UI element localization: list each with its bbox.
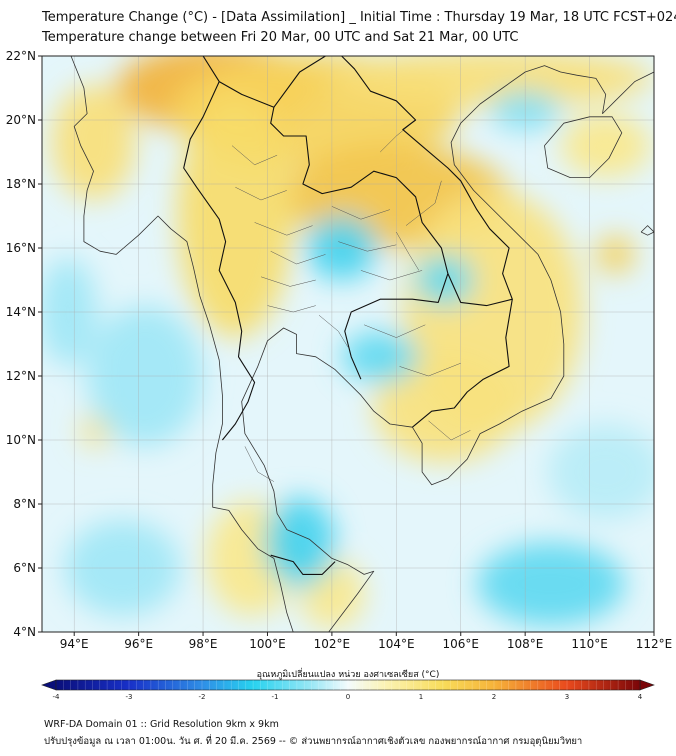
province-boundaries <box>231 119 471 482</box>
colorbar-tick-label: 3 <box>565 693 569 701</box>
field-blob <box>476 542 626 626</box>
lon-tick-label: 106°E <box>442 637 479 651</box>
footer-model-info: WRF-DA Domain 01 :: Grid Resolution 9km … <box>44 719 279 730</box>
coastline <box>241 65 654 632</box>
lat-tick-label: 10°N <box>6 433 36 447</box>
field-blob <box>547 424 654 520</box>
province-line <box>318 315 349 348</box>
map-title: Temperature Change (°C) - [Data Assimila… <box>42 10 676 25</box>
colorbar-tick-label: 1 <box>419 693 423 701</box>
lon-tick-label: 110°E <box>571 637 608 651</box>
province-line <box>260 276 316 287</box>
colorbar-max-arrow <box>639 679 655 691</box>
colorbar-tick-label: -1 <box>272 693 279 701</box>
coastline <box>640 225 654 236</box>
province-line <box>254 222 313 236</box>
colorbar-tick-label: -3 <box>126 693 133 701</box>
field-blob <box>331 56 654 108</box>
province-line <box>244 446 275 482</box>
footer-credit: ปรับปรุงข้อมูล ณ เวลา 01:00น. วัน ศ. ที่… <box>44 736 583 747</box>
lon-tick-label: 104°E <box>378 637 415 651</box>
province-line <box>331 206 390 220</box>
province-line <box>270 250 326 265</box>
field-blob <box>341 331 419 383</box>
country-borders <box>183 56 513 575</box>
province-line <box>231 145 278 166</box>
colorbar: -4 -3 -2 -1 0 1 2 3 4 <box>41 679 655 701</box>
field-blob <box>596 235 635 274</box>
province-line <box>396 231 420 271</box>
coastline <box>544 116 623 178</box>
province-line <box>399 362 461 377</box>
lon-tick-label: 108°E <box>507 637 544 651</box>
country-border <box>270 554 336 575</box>
graticule <box>42 56 654 632</box>
lon-tick-label: 96°E <box>124 637 153 651</box>
field-blob <box>51 84 136 200</box>
field-blob <box>415 254 474 306</box>
province-line <box>360 270 423 281</box>
country-border <box>273 56 513 307</box>
colorbar-tick-label: 2 <box>492 693 496 701</box>
colorbar-ramp <box>55 679 641 691</box>
province-line <box>428 420 471 441</box>
lon-tick-label: 112°E <box>636 637 673 651</box>
lat-tick-label: 12°N <box>6 369 36 383</box>
lon-tick-label: 98°E <box>189 637 218 651</box>
lat-tick-label: 22°N <box>6 49 36 63</box>
province-line <box>235 186 287 201</box>
colorbar-label: อุณหภูมิเปลี่ยนแปลง หน่วย องศาเซลเซียส (… <box>256 670 440 680</box>
field-blob <box>560 113 651 178</box>
country-border <box>412 299 513 428</box>
map-frame <box>41 55 655 633</box>
lat-tick-label: 18°N <box>6 177 36 191</box>
colorbar-tick-label: 0 <box>346 693 350 701</box>
lat-tick-label: 8°N <box>13 497 36 511</box>
map-axes: 22°N 20°N 18°N 16°N 14°N 12°N 10°N 8°N 6°N 4°N 94°… <box>6 49 673 651</box>
temperature-field <box>42 56 654 629</box>
country-border <box>183 81 256 441</box>
lat-tick-label: 14°N <box>6 305 36 319</box>
country-border <box>202 56 449 380</box>
colorbar-tick-label: 4 <box>638 693 643 701</box>
lon-tick-label: 100°E <box>249 637 286 651</box>
field-blob <box>264 497 336 588</box>
colorbar-tick-label: -4 <box>53 693 61 701</box>
lat-tick-label: 16°N <box>6 241 36 255</box>
colorbar-min-arrow <box>41 679 57 691</box>
province-line <box>364 324 426 338</box>
coastlines <box>70 56 654 632</box>
field-blob <box>177 94 294 338</box>
lon-tick-label: 94°E <box>60 637 89 651</box>
province-line <box>338 241 397 252</box>
lat-tick-label: 20°N <box>6 113 36 127</box>
province-line <box>267 305 316 313</box>
lat-tick-label: 4°N <box>13 625 36 639</box>
province-line <box>405 180 442 226</box>
map-subtitle: Temperature change between Fri 20 Mar, 0… <box>42 30 519 45</box>
colorbar-tick-label: -2 <box>199 693 206 701</box>
lat-tick-label: 6°N <box>13 561 36 575</box>
coastline <box>70 56 294 632</box>
field-blob <box>373 353 516 463</box>
lon-tick-label: 102°E <box>314 637 351 651</box>
